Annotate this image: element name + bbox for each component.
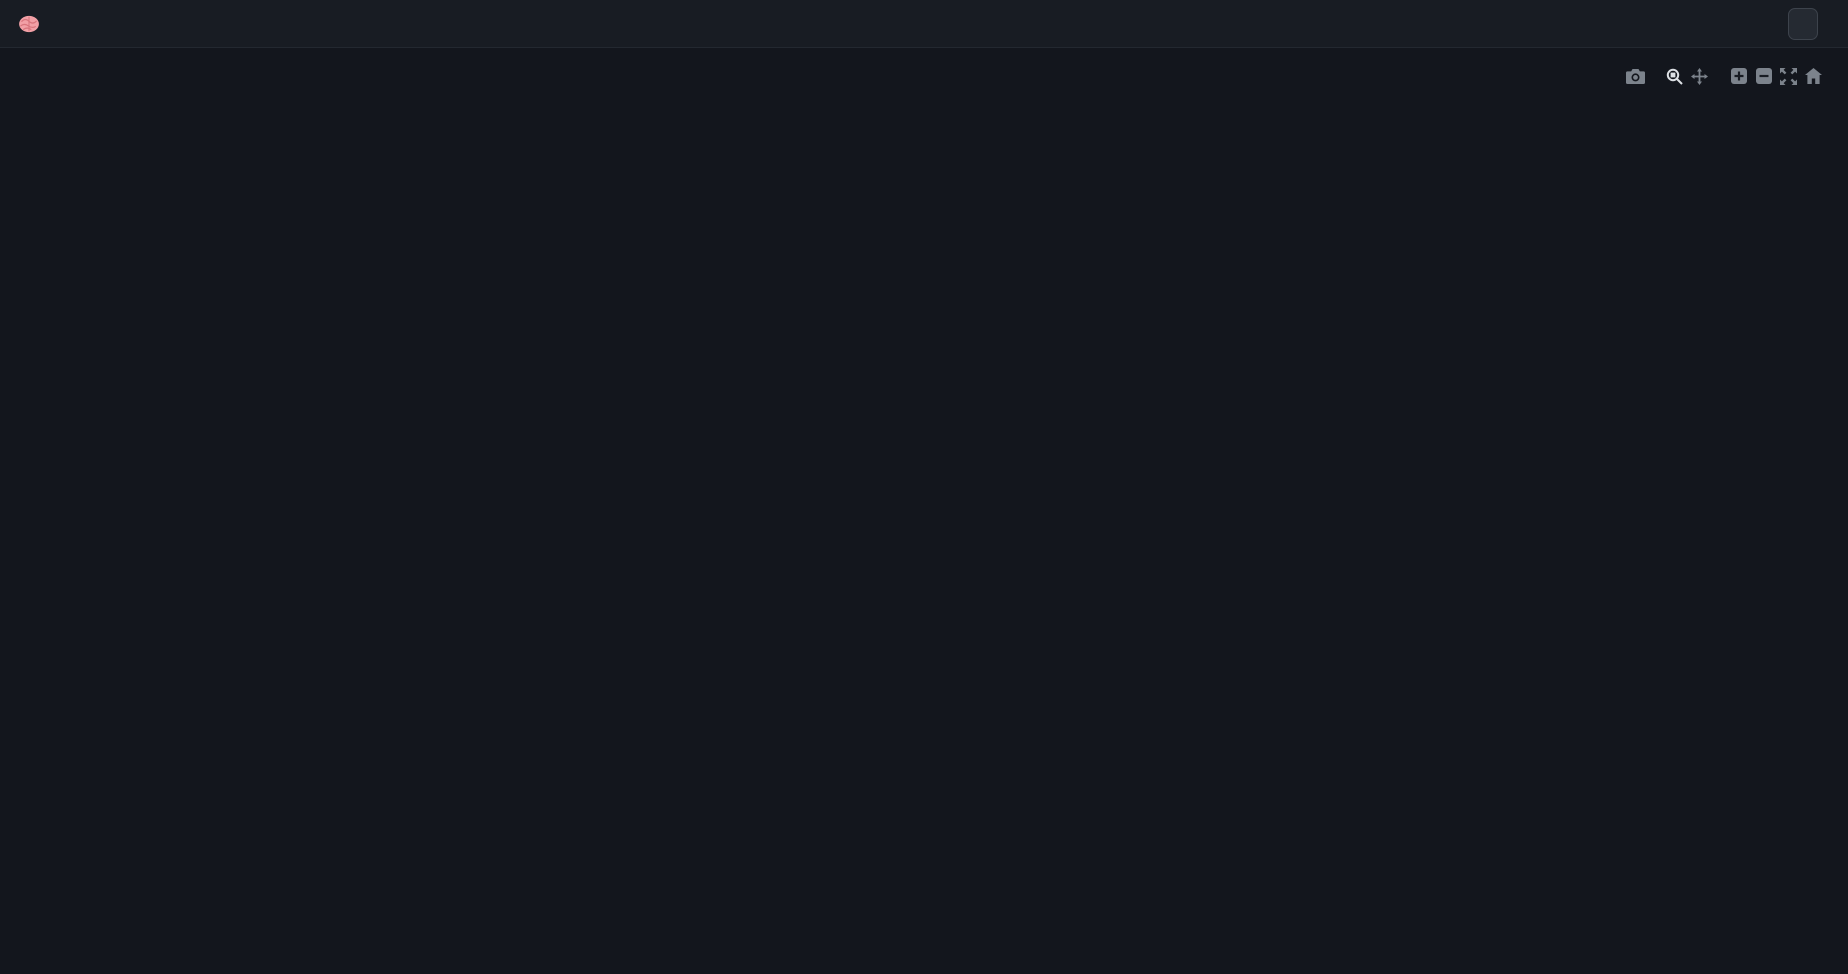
autoscale-icon[interactable] [1776,64,1801,88]
zoom-in-icon[interactable] [1726,64,1751,88]
pan-icon[interactable] [1687,64,1712,88]
window-titlebar [0,0,1848,48]
zoom-out-icon[interactable] [1751,64,1776,88]
camera-icon[interactable] [1623,64,1648,88]
home-icon[interactable] [1801,64,1826,88]
plotly-modebar [1609,64,1826,88]
close-button[interactable] [1788,8,1818,40]
zoom-icon[interactable] [1662,64,1687,88]
brain-icon [19,15,39,32]
gantt-chart [0,48,1848,974]
